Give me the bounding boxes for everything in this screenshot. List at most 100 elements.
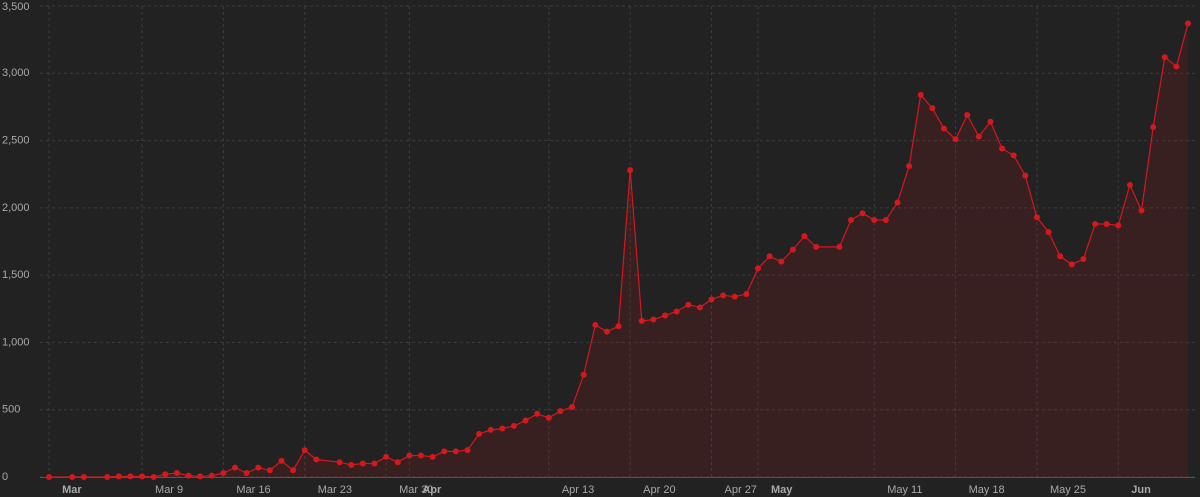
y-tick-label: 1,500 <box>2 269 30 281</box>
point <box>1115 222 1122 229</box>
point <box>301 447 308 454</box>
point <box>162 471 169 478</box>
point <box>429 453 436 460</box>
point <box>510 422 517 429</box>
point <box>278 457 285 464</box>
point <box>522 417 529 424</box>
x-tick-label: Apr 20 <box>643 484 675 496</box>
point <box>940 125 947 132</box>
point <box>708 296 715 303</box>
x-tick-label: Mar 23 <box>318 484 352 496</box>
y-tick-label: 0 <box>2 471 8 483</box>
point <box>336 459 343 466</box>
point <box>731 293 738 300</box>
point <box>743 290 750 297</box>
point <box>975 133 982 140</box>
point <box>464 447 471 454</box>
point <box>1126 181 1133 188</box>
point <box>696 304 703 311</box>
point <box>243 469 250 476</box>
point <box>545 414 552 421</box>
point <box>232 464 239 471</box>
y-tick-label: 2,500 <box>2 134 30 146</box>
point <box>208 472 215 479</box>
point <box>580 371 587 378</box>
point <box>987 118 994 125</box>
point <box>964 112 971 119</box>
point <box>999 145 1006 152</box>
point <box>371 460 378 467</box>
point <box>952 136 959 143</box>
point <box>406 452 413 459</box>
y-tick-label: 500 <box>2 404 20 416</box>
point <box>813 243 820 250</box>
point <box>359 460 366 467</box>
point <box>441 448 448 455</box>
x-tick-label: Mar 16 <box>236 484 270 496</box>
y-tick-label: 2,000 <box>2 202 30 214</box>
point <box>1092 221 1099 228</box>
point <box>720 292 727 299</box>
point <box>80 474 87 480</box>
point <box>603 328 610 335</box>
point <box>859 210 866 217</box>
x-tick-label: Mar 9 <box>155 484 183 496</box>
point <box>255 464 262 471</box>
point <box>1161 54 1168 61</box>
x-tick-label: Mar <box>62 484 82 496</box>
point <box>1138 207 1145 214</box>
point <box>1185 20 1192 27</box>
point <box>917 91 924 98</box>
point <box>801 233 808 240</box>
point <box>662 312 669 319</box>
point <box>906 163 913 170</box>
point <box>882 216 889 223</box>
point <box>46 474 53 480</box>
y-tick-label: 3,500 <box>2 1 30 13</box>
x-tick-label: May <box>771 484 793 496</box>
point <box>929 105 936 112</box>
x-tick-label: May 18 <box>969 484 1005 496</box>
point <box>1057 253 1064 260</box>
point <box>476 430 483 437</box>
point <box>1173 63 1180 70</box>
point <box>766 253 773 260</box>
point <box>789 246 796 253</box>
point <box>894 199 901 206</box>
point <box>139 473 146 480</box>
x-tick-label: Apr 13 <box>562 484 594 496</box>
point <box>650 316 657 323</box>
point <box>685 301 692 308</box>
y-tick-label: 1,000 <box>2 336 30 348</box>
y-tick-label: 3,000 <box>2 67 30 79</box>
point <box>290 467 297 474</box>
point <box>592 321 599 328</box>
point <box>452 448 459 455</box>
point <box>871 216 878 223</box>
point <box>185 472 192 479</box>
point <box>755 265 762 272</box>
point <box>115 473 122 480</box>
x-tick-label: May 11 <box>887 484 922 496</box>
point <box>313 456 320 463</box>
point <box>69 474 76 480</box>
point <box>1033 214 1040 221</box>
point <box>150 474 157 480</box>
point <box>220 469 227 476</box>
point <box>1022 172 1029 179</box>
point <box>1080 255 1087 262</box>
point <box>417 452 424 459</box>
x-tick-label: Apr 27 <box>725 484 757 496</box>
point <box>627 167 634 174</box>
point <box>1045 229 1052 236</box>
point <box>104 474 111 480</box>
point <box>778 258 785 265</box>
point <box>266 467 273 474</box>
point <box>836 243 843 250</box>
point <box>383 453 390 460</box>
point <box>394 459 401 466</box>
point <box>673 308 680 315</box>
x-tick-label: Apr <box>422 484 442 496</box>
